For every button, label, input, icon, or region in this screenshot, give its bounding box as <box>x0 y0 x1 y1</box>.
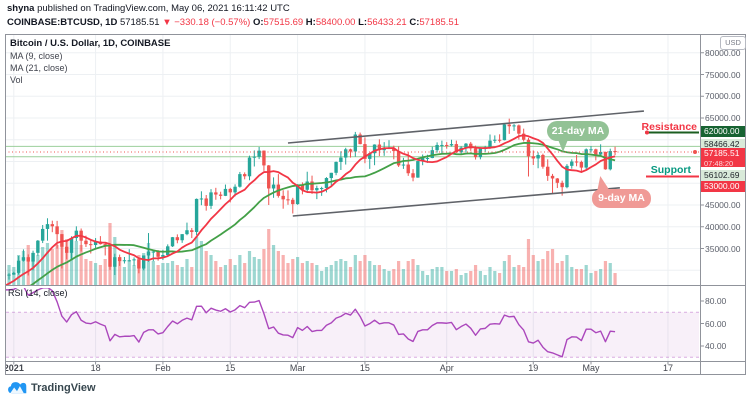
date-tick-label: 19 <box>528 363 539 373</box>
support-price-badge: 53000.00 <box>701 180 745 192</box>
last-price: 57185.51 <box>119 16 160 28</box>
high-label: H: <box>305 16 316 28</box>
legend-vol[interactable]: Vol <box>10 75 23 85</box>
symbol-name: COINBASE:BTCUSD, 1D <box>7 16 118 28</box>
price-change: ▼ −330.18 (−0.57%) <box>162 16 251 28</box>
date-tick-label: Apr <box>439 363 454 373</box>
last-price-value: 57185.51 <box>704 148 740 158</box>
rsi-tick-label: 60.00 <box>705 318 727 329</box>
ma9-callout[interactable]: 9-day MA <box>592 189 651 208</box>
open-label: O: <box>252 16 264 28</box>
date-tick-label: 2021 <box>6 363 24 373</box>
resistance-price-badge: 62000.00 <box>701 125 745 137</box>
author-name: shyna <box>7 3 35 14</box>
ma21-callout[interactable]: 21-day MA <box>547 121 609 141</box>
range-low-badge: 56102.69 <box>701 169 745 181</box>
range-high-badge: 58466.42 <box>701 138 745 150</box>
publish-line: shyna published on TradingView.com, May … <box>7 2 459 16</box>
header: shyna published on TradingView.com, May … <box>7 2 459 29</box>
date-tick-label: 15 <box>359 363 370 373</box>
chart-legend: Bitcoin / U.S. Dollar, 1D, COINBASE MA (… <box>10 38 170 86</box>
date-tick-label: Mar <box>289 363 306 373</box>
price-tick-label: 35000.00 <box>705 243 741 254</box>
bar-countdown: 07:48:20 <box>704 158 734 168</box>
price-tick-label: 80000.00 <box>705 47 741 58</box>
open-value: 57515.69 <box>263 16 304 28</box>
price-tick-label: 75000.00 <box>705 69 741 80</box>
date-tick-label: 15 <box>225 363 236 373</box>
price-tick-label: 70000.00 <box>705 91 741 102</box>
legend-ma21[interactable]: MA (21, close) <box>10 63 68 73</box>
price-tick-label: 45000.00 <box>705 200 741 210</box>
last-price-badge: 57185.51 07:48:20 <box>701 148 745 168</box>
close-value: 57185.51 <box>419 16 459 28</box>
ma21-callout-tail <box>557 138 569 152</box>
price-tick-label: 40000.00 <box>705 221 741 232</box>
date-tick-label: Feb <box>155 363 171 373</box>
support-label[interactable]: Support <box>650 164 691 176</box>
date-axis: 2021 18 Feb 15 Mar 15 Apr 19 May 17 <box>6 363 699 375</box>
legend-symbol-title[interactable]: Bitcoin / U.S. Dollar, 1D, COINBASE <box>10 38 171 49</box>
high-value: 58400.00 <box>315 16 356 28</box>
close-label: C: <box>409 16 420 28</box>
price-tick-label: 65000.00 <box>705 113 741 123</box>
publish-text: published on TradingView.com, May 06, 20… <box>34 3 290 14</box>
date-tick-label: 18 <box>90 363 101 373</box>
rsi-tick-label: 80.00 <box>705 296 727 306</box>
quote-line: COINBASE:BTCUSD, 1D 57185.51 ▼ −330.18 (… <box>7 16 459 30</box>
tradingview-watermark[interactable]: TradingView <box>7 380 96 395</box>
tradingview-logo-icon <box>8 382 27 394</box>
date-tick-label: 17 <box>662 363 673 373</box>
date-tick-label: May <box>582 363 600 373</box>
rsi-pane-label[interactable]: RSI (14, close) <box>8 288 68 298</box>
resistance-label[interactable]: Resistance <box>641 121 697 133</box>
rsi-tick-label: 40.00 <box>705 341 727 351</box>
low-value: 56433.21 <box>367 16 407 28</box>
tradingview-brand-text: TradingView <box>31 381 96 394</box>
low-label: L: <box>358 16 368 28</box>
legend-ma9[interactable]: MA (9, close) <box>10 51 63 61</box>
currency-toggle-button[interactable]: USD <box>720 36 746 50</box>
